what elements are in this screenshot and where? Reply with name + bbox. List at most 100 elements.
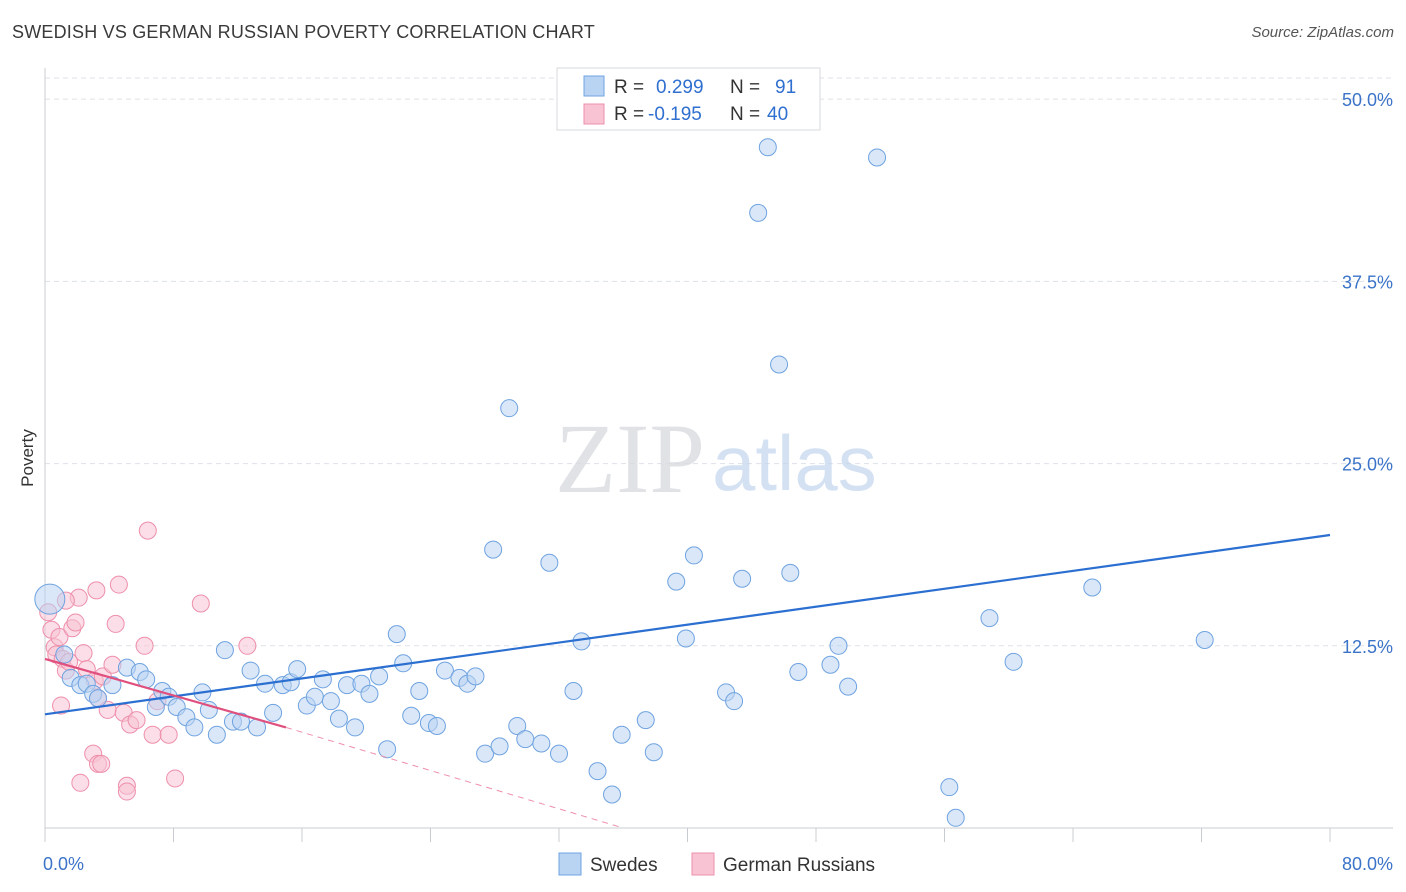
bottom-legend-swatch-swedes bbox=[558, 852, 582, 876]
watermark-atlas: atlas bbox=[712, 419, 877, 507]
legend-r-label-1: R = bbox=[614, 77, 644, 98]
tick-labels: 12.5% 25.0% 37.5% 50.0% 0.0% 80.0% bbox=[43, 90, 1393, 874]
german-russians-point bbox=[71, 773, 90, 792]
german-russians-point bbox=[87, 581, 106, 600]
swedes-point bbox=[466, 667, 485, 686]
swedes-point bbox=[231, 712, 250, 731]
german-russians-point bbox=[191, 594, 210, 613]
swedes-point bbox=[789, 663, 808, 682]
german-russians-point bbox=[143, 725, 162, 744]
grid bbox=[45, 77, 1393, 647]
german-russians-point bbox=[117, 782, 136, 801]
swedes-point bbox=[749, 203, 768, 222]
swedes-point bbox=[241, 661, 260, 680]
swedes-point bbox=[1195, 630, 1214, 649]
swedes-point bbox=[550, 744, 568, 763]
swedes-point bbox=[946, 808, 965, 827]
swedes-point bbox=[55, 645, 74, 664]
german-russians-point bbox=[238, 636, 257, 655]
swedes-point bbox=[758, 138, 777, 157]
german-russians-point bbox=[52, 696, 71, 715]
swedes-point bbox=[313, 670, 332, 689]
swedes-point bbox=[490, 737, 509, 756]
swedes-point bbox=[264, 703, 283, 722]
source-label: Source: ZipAtlas.com bbox=[1251, 24, 1394, 41]
y-tick-label: 25.0% bbox=[1342, 455, 1393, 475]
swedes-point bbox=[207, 725, 226, 744]
swedes-points bbox=[34, 138, 1214, 827]
y-axis-label: Poverty bbox=[18, 429, 37, 487]
legend-n-label-2: N = bbox=[730, 104, 760, 125]
legend-r-value-2: -0.195 bbox=[648, 104, 702, 125]
swedes-point bbox=[378, 740, 397, 759]
german-russians-trend-line bbox=[44, 657, 287, 729]
swedes-point bbox=[667, 572, 686, 591]
swedes-point bbox=[410, 681, 429, 700]
swedes-point bbox=[402, 706, 421, 725]
swedes-point bbox=[725, 692, 744, 711]
swedes-point bbox=[305, 687, 324, 706]
swedes-point bbox=[684, 546, 703, 565]
bottom-legend-german-russians: German Russians bbox=[723, 855, 875, 876]
swedes-point bbox=[185, 718, 204, 737]
swedes-point bbox=[215, 641, 234, 660]
bottom-legend-swatch-german-russians bbox=[691, 852, 715, 876]
swedes-point bbox=[1083, 578, 1102, 597]
german-russians-point bbox=[50, 628, 69, 647]
legend-r-value-1: 0.299 bbox=[656, 77, 704, 98]
swedes-point bbox=[34, 583, 66, 615]
swedes-point bbox=[676, 629, 695, 648]
bottom-legend-swedes: Swedes bbox=[590, 855, 658, 876]
swedes-point bbox=[733, 569, 752, 588]
swedes-point bbox=[103, 676, 122, 695]
swedes-point bbox=[346, 718, 365, 737]
swedes-point bbox=[360, 684, 379, 703]
swedes-point bbox=[564, 681, 583, 700]
swedes-point bbox=[387, 625, 406, 644]
legend-n-value-2: 40 bbox=[767, 104, 788, 125]
swedes-point bbox=[781, 563, 800, 582]
swedes-point bbox=[572, 632, 591, 651]
swedes-point bbox=[540, 553, 559, 572]
german-russians-point bbox=[127, 711, 146, 730]
legend-n-label-1: N = bbox=[730, 77, 760, 98]
swedes-point bbox=[770, 355, 789, 374]
swedes-point bbox=[89, 689, 108, 708]
german-russians-points bbox=[39, 521, 257, 801]
swedes-point bbox=[821, 655, 840, 674]
german-russians-point bbox=[66, 613, 85, 632]
swedes-point bbox=[644, 743, 663, 762]
swedes-point bbox=[435, 661, 454, 680]
trend-lines bbox=[44, 533, 1331, 829]
swedes-point bbox=[370, 667, 389, 686]
swedes-point bbox=[516, 730, 535, 749]
swedes-point bbox=[500, 399, 519, 418]
german-russians-point bbox=[159, 725, 178, 744]
legend-swatch-german-russians bbox=[583, 103, 605, 125]
legend-swatch-swedes bbox=[583, 75, 605, 97]
y-tick-label: 12.5% bbox=[1342, 637, 1393, 657]
swedes-point bbox=[868, 148, 887, 167]
swedes-point bbox=[603, 785, 622, 804]
german-russians-trend-extension bbox=[285, 726, 624, 829]
swedes-point bbox=[321, 692, 340, 711]
legend-r-label-2: R = bbox=[614, 104, 644, 125]
german-russians-point bbox=[92, 754, 111, 773]
swedes-point bbox=[1004, 652, 1023, 671]
swedes-point bbox=[829, 636, 848, 655]
german-russians-point bbox=[106, 614, 125, 633]
swedes-point bbox=[484, 540, 503, 559]
swedes-point bbox=[839, 677, 858, 696]
y-tick-label: 50.0% bbox=[1342, 90, 1393, 110]
y-tick-label: 37.5% bbox=[1342, 272, 1393, 292]
x-tick-label: 0.0% bbox=[43, 854, 84, 874]
swedes-point bbox=[427, 716, 446, 735]
swedes-point bbox=[508, 716, 527, 735]
swedes-point bbox=[288, 660, 307, 679]
chart-title: SWEDISH VS GERMAN RUSSIAN POVERTY CORREL… bbox=[12, 22, 595, 42]
swedes-point bbox=[980, 609, 999, 628]
swedes-trend-line bbox=[44, 533, 1331, 716]
axes bbox=[44, 68, 1393, 842]
swedes-point bbox=[329, 709, 348, 728]
legend-n-value-1: 91 bbox=[775, 77, 796, 98]
